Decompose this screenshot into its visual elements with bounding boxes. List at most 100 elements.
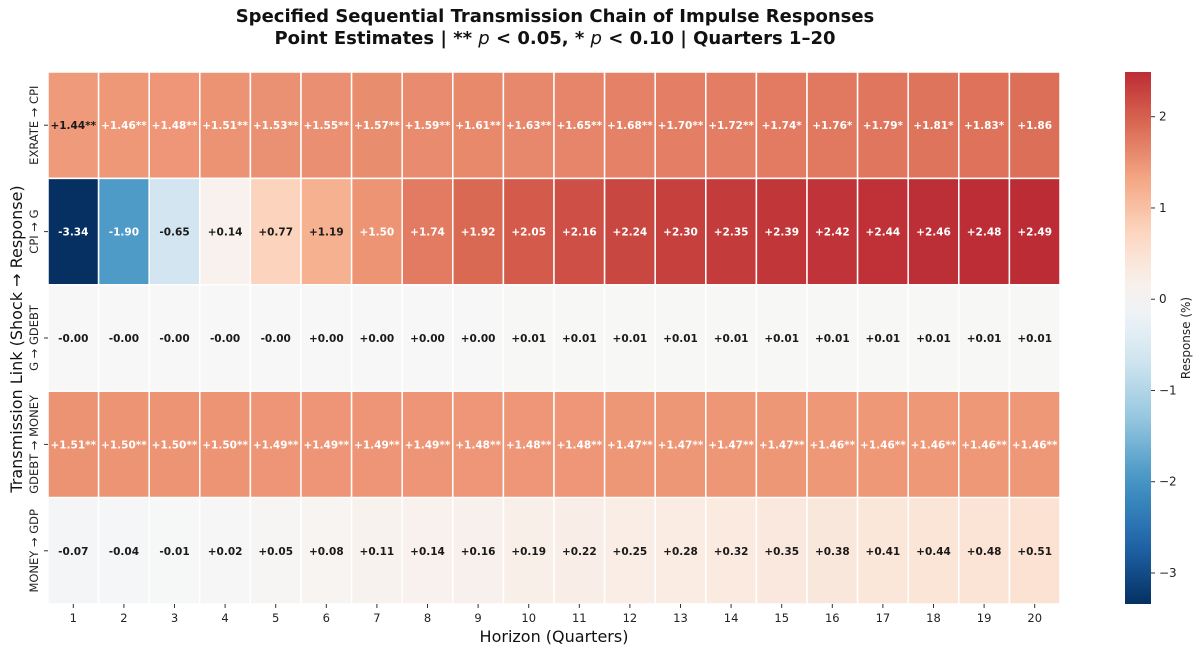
cell-value-label: +2.05 <box>511 227 546 239</box>
cell-value-label: -0.65 <box>159 227 189 239</box>
cell-value-label: +0.01 <box>815 333 850 345</box>
subtitle-mid2: < 0.10 | Quarters 1–20 <box>601 28 836 49</box>
subtitle-mid1: < 0.05, * <box>489 28 591 49</box>
cell-value-label: +1.70** <box>658 120 704 132</box>
cell-value-label: +1.74* <box>762 120 803 132</box>
cell-value-label: +1.68** <box>607 120 653 132</box>
colorbar-tick-label: 1 <box>1159 201 1167 215</box>
heatmap-cell <box>1008 390 1061 499</box>
cell-value-label: +0.28 <box>663 546 698 558</box>
cell-value-label: +0.35 <box>764 546 799 558</box>
x-tick-label: 15 <box>774 611 789 625</box>
heatmap-cell <box>350 390 403 499</box>
cell-value-label: +1.53** <box>253 120 299 132</box>
cell-value-label: +0.01 <box>916 333 951 345</box>
cell-value-label: +1.46** <box>911 439 957 451</box>
cell-value-label: +0.01 <box>764 333 799 345</box>
chart-subtitle: Point Estimates | ** p < 0.05, * p < 0.1… <box>0 28 1110 50</box>
cell-value-label: +0.19 <box>511 546 546 558</box>
cell-value-label: +1.48** <box>455 439 501 451</box>
x-tick-label: 6 <box>323 611 330 625</box>
cell-value-label: +0.01 <box>967 333 1002 345</box>
cell-value-label: +1.51** <box>202 120 248 132</box>
cell-value-label: -0.00 <box>58 333 88 345</box>
cell-value-label: +1.79* <box>863 120 904 132</box>
x-tick-label: 19 <box>977 611 992 625</box>
cell-value-label: +1.46** <box>101 120 147 132</box>
heatmap-cell <box>1008 177 1061 286</box>
x-tick-label: 12 <box>623 611 638 625</box>
cell-value-label: +1.65** <box>556 120 602 132</box>
cell-value-label: +0.14 <box>410 546 445 558</box>
cell-value-label: +1.74 <box>410 227 445 239</box>
p-symbol: p <box>478 28 490 49</box>
y-tick-label: CPI → G <box>27 209 41 253</box>
cell-value-label: +0.02 <box>208 546 243 558</box>
x-axis-label: Horizon (Quarters) <box>480 627 629 646</box>
heatmap-cell <box>148 177 201 286</box>
heatmap-cell <box>755 390 808 499</box>
heatmap-cell <box>452 496 505 605</box>
cell-value-label: +1.47** <box>658 439 704 451</box>
colorbar-ticks: −3 −2 −1 0 1 2 <box>1151 110 1177 580</box>
cell-value-label: +1.72** <box>708 120 754 132</box>
heatmap-cell <box>502 177 555 286</box>
heatmap-cell <box>907 71 960 180</box>
heatmap-cell <box>755 496 808 605</box>
heatmap-cell <box>249 496 302 605</box>
cell-value-label: +1.86 <box>1017 120 1052 132</box>
heatmap-cell <box>452 71 505 180</box>
heatmap-cell <box>401 71 454 180</box>
cell-value-label: +1.50** <box>202 439 248 451</box>
x-tick-labels: 1 2 3 4 5 6 7 8 9 10 11 12 13 14 15 16 17 18 19 20 <box>70 604 1042 625</box>
x-tick-label: 10 <box>521 611 536 625</box>
cell-value-label: +1.49** <box>253 439 299 451</box>
heatmap-cell <box>249 177 302 286</box>
cell-value-label: +0.22 <box>562 546 597 558</box>
heatmap-cell <box>856 390 909 499</box>
heatmap-cell <box>856 496 909 605</box>
cell-value-label: +1.46** <box>809 439 855 451</box>
heatmap-cell <box>148 284 201 392</box>
cell-value-label: +1.59** <box>405 120 451 132</box>
cell-value-label: +0.48 <box>967 546 1002 558</box>
cell-value-label: +0.01 <box>663 333 698 345</box>
cell-value-label: +0.16 <box>461 546 496 558</box>
cell-value-label: +1.49** <box>303 439 349 451</box>
heatmap-cell <box>856 284 909 392</box>
heatmap-cell <box>300 496 353 605</box>
cell-value-label: +0.25 <box>613 546 648 558</box>
heatmap-cell <box>148 390 201 499</box>
cell-value-label: +1.50 <box>360 227 395 239</box>
cell-value-label: -0.00 <box>210 333 240 345</box>
heatmap-cell <box>47 71 100 180</box>
cell-value-label: +1.50** <box>152 439 198 451</box>
heatmap-cell <box>97 390 150 499</box>
cell-value-label: +0.77 <box>258 227 293 239</box>
heatmap-cell <box>907 284 960 392</box>
heatmap-cell <box>350 284 403 392</box>
heatmap-cell <box>502 496 555 605</box>
cell-value-label: +1.92 <box>461 227 496 239</box>
heatmap-cell <box>401 496 454 605</box>
heatmap-cell <box>755 284 808 392</box>
cell-value-label: +0.01 <box>866 333 901 345</box>
heatmap-cell <box>401 284 454 392</box>
cell-value-label: +2.48 <box>967 227 1002 239</box>
heatmap-cell <box>47 177 100 286</box>
cell-value-label: +0.44 <box>916 546 951 558</box>
heatmap-cell <box>249 284 302 392</box>
heatmap-cell <box>553 284 606 392</box>
cell-value-label: +1.83* <box>964 120 1005 132</box>
cell-value-label: +0.11 <box>360 546 395 558</box>
heatmap-cell <box>603 390 656 499</box>
heatmap-cells <box>47 71 1061 605</box>
heatmap-cell <box>603 496 656 605</box>
x-tick-label: 16 <box>825 611 840 625</box>
cell-value-label: -0.00 <box>159 333 189 345</box>
cell-value-label: +0.00 <box>461 333 496 345</box>
cell-value-label: +1.48** <box>506 439 552 451</box>
heatmap-cell <box>856 177 909 286</box>
cell-value-label: +0.01 <box>1017 333 1052 345</box>
